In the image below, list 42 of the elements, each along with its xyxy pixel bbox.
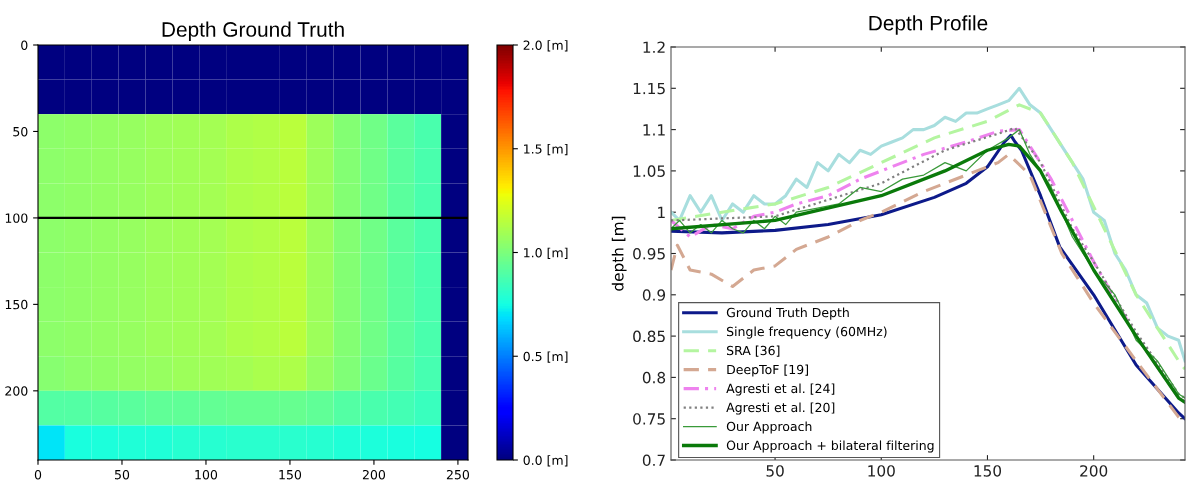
x-tick-label: 100 — [868, 465, 895, 477]
x-tick-label: 150 — [974, 465, 1002, 477]
legend-label: Ground Truth Depth — [726, 307, 849, 320]
legend-label: Agresti et al. [24] — [726, 383, 835, 396]
x-tick-label: 250 — [446, 469, 470, 480]
x-tick-label: 50 — [766, 465, 784, 477]
x-tick-label: 100 — [195, 469, 218, 480]
legend-label: Our Approach — [726, 421, 812, 434]
y-tick-label: 50 — [13, 126, 28, 137]
x-tick-label: 50 — [115, 469, 130, 480]
color-bar-label: 0.0 [m] — [523, 455, 568, 467]
y-tick-label: 1 — [658, 206, 665, 218]
color-bar-label: 1.5 [m] — [524, 144, 568, 156]
y-tick-label: 1.1 — [643, 124, 665, 136]
legend-label: Single frequency (60MHz) — [726, 326, 887, 339]
y-tick-label: 0.75 — [633, 413, 665, 425]
color-bar-label: 1.0 [m] — [524, 247, 568, 259]
y-tick-label: 150 — [5, 299, 28, 310]
legend-label: SRA [36] — [726, 345, 780, 357]
y-tick-label: 1.05 — [633, 165, 665, 177]
legend-label: Our Approach + bilateral filtering — [726, 440, 934, 453]
y-tick-label: 0.8 — [642, 371, 666, 384]
x-tick-label: 150 — [279, 469, 302, 480]
y-tick-label: 1.2 — [643, 41, 665, 53]
y-tick-label: 1.15 — [633, 82, 665, 95]
color-bar-label: 2.0 [m] — [523, 40, 568, 52]
y-tick-label: 0.9 — [642, 289, 666, 301]
y-tick-label: 0.7 — [642, 454, 665, 467]
chart-title: Depth Profile — [869, 15, 988, 35]
y-axis-title: depth [m] — [611, 216, 627, 291]
x-tick-label: 200 — [1080, 465, 1108, 477]
y-tick-label: 200 — [5, 386, 28, 396]
y-tick-label: 0.85 — [633, 330, 665, 343]
legend-label: DeepToF [19] — [727, 364, 808, 377]
chart-title: Depth Ground Truth — [162, 21, 344, 41]
y-tick-label: 0 — [21, 40, 28, 50]
x-tick-label: 200 — [362, 469, 386, 480]
y-tick-label: 100 — [5, 213, 28, 223]
y-tick-label: 0.95 — [633, 247, 665, 260]
color-bar-label: 0.5 [m] — [523, 351, 568, 363]
legend-label: Agresti et al. [20] — [726, 402, 835, 415]
x-tick-label: 0 — [34, 469, 42, 480]
